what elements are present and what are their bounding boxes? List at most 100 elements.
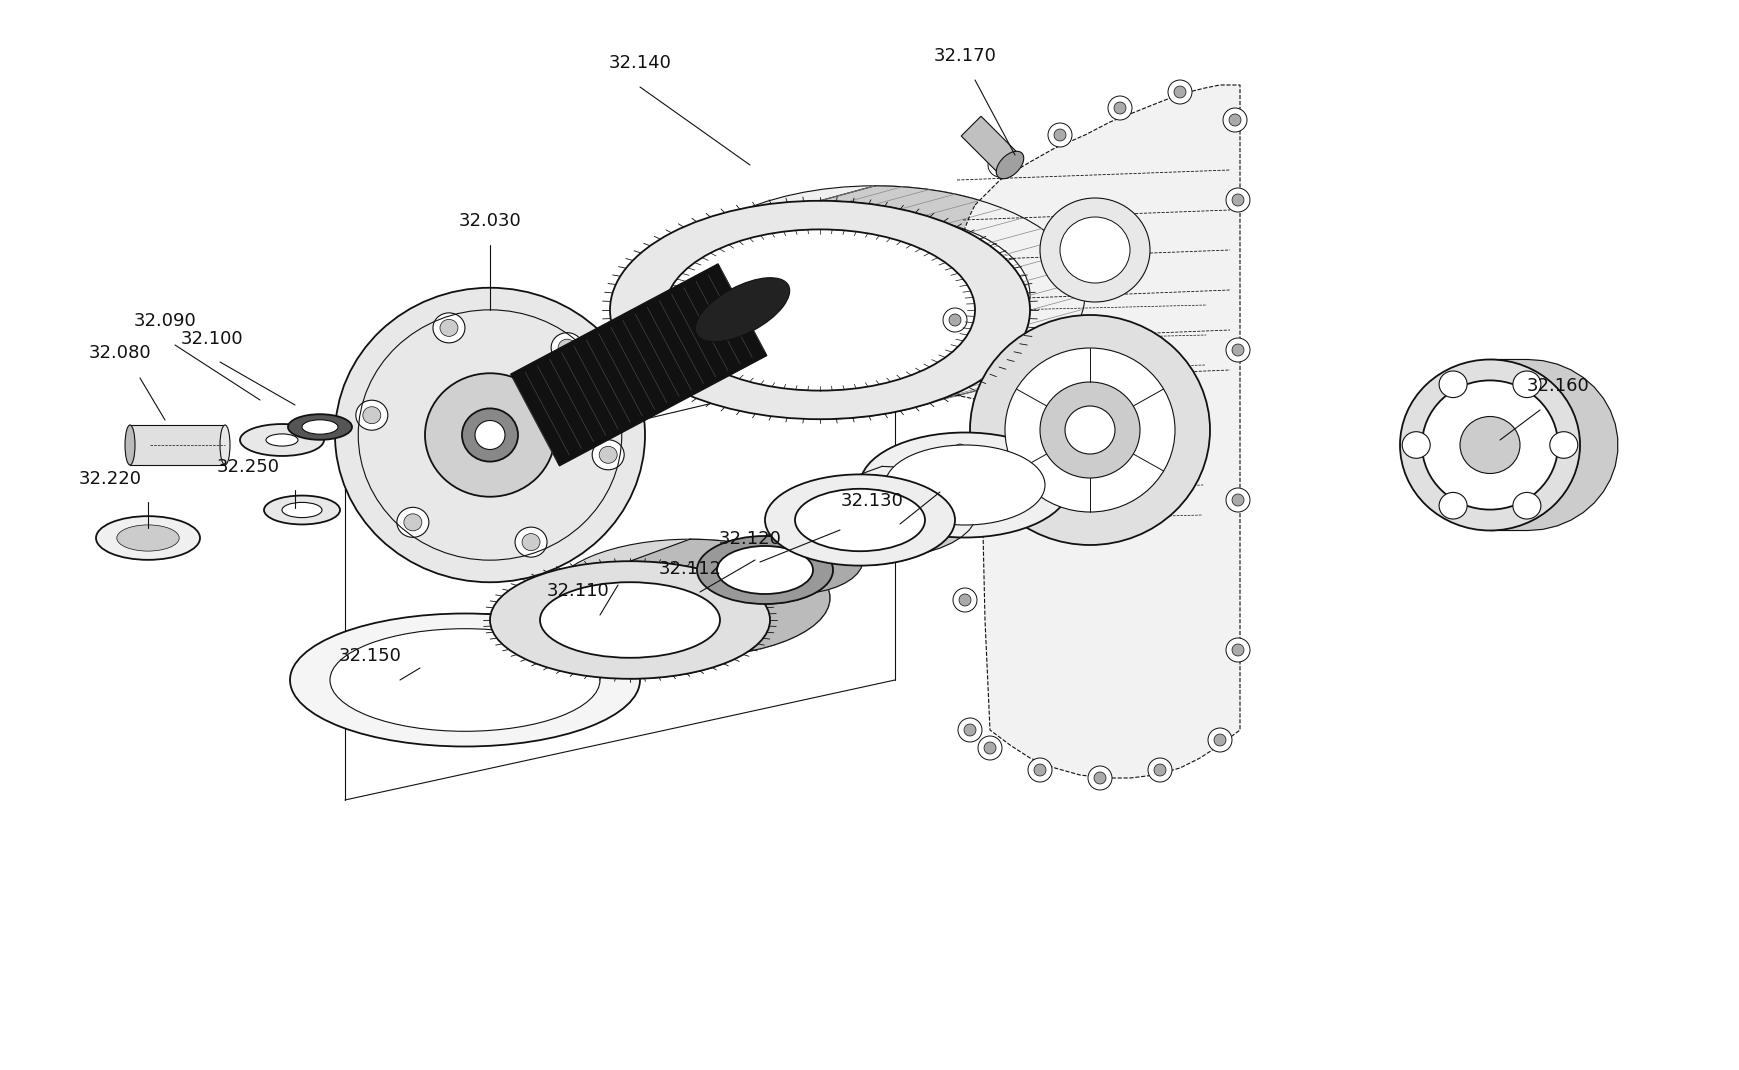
Ellipse shape <box>1033 764 1045 776</box>
Ellipse shape <box>490 561 770 678</box>
Ellipse shape <box>266 434 297 446</box>
Ellipse shape <box>859 432 1069 537</box>
Ellipse shape <box>1226 638 1249 662</box>
Ellipse shape <box>948 438 972 462</box>
Ellipse shape <box>1028 758 1052 782</box>
Text: 32.080: 32.080 <box>89 343 151 362</box>
Text: 32.140: 32.140 <box>609 54 671 72</box>
Ellipse shape <box>550 539 830 657</box>
Ellipse shape <box>953 588 976 612</box>
Text: 32.030: 32.030 <box>459 212 522 230</box>
Ellipse shape <box>1005 348 1174 513</box>
Ellipse shape <box>795 489 925 551</box>
Ellipse shape <box>1511 371 1541 398</box>
Ellipse shape <box>125 425 136 465</box>
Ellipse shape <box>969 315 1209 545</box>
Text: 32.160: 32.160 <box>1525 377 1588 395</box>
Ellipse shape <box>1231 644 1243 656</box>
Ellipse shape <box>598 446 617 463</box>
Ellipse shape <box>948 314 960 326</box>
Polygon shape <box>765 526 863 603</box>
Ellipse shape <box>1207 728 1231 752</box>
Ellipse shape <box>1223 108 1247 132</box>
Ellipse shape <box>1153 764 1165 776</box>
Ellipse shape <box>1511 492 1541 519</box>
Ellipse shape <box>264 495 339 524</box>
Ellipse shape <box>1064 406 1115 454</box>
Ellipse shape <box>515 528 546 557</box>
Ellipse shape <box>303 419 337 434</box>
Polygon shape <box>130 425 224 465</box>
Ellipse shape <box>282 503 322 518</box>
Text: 32.170: 32.170 <box>934 47 996 65</box>
Ellipse shape <box>958 594 970 606</box>
Ellipse shape <box>1047 123 1071 147</box>
Ellipse shape <box>696 278 790 341</box>
Ellipse shape <box>1400 360 1579 531</box>
Polygon shape <box>819 186 1083 419</box>
Ellipse shape <box>984 742 995 754</box>
Ellipse shape <box>1228 114 1240 126</box>
Ellipse shape <box>664 186 1085 404</box>
Ellipse shape <box>1226 188 1249 212</box>
Ellipse shape <box>440 319 457 336</box>
Ellipse shape <box>522 534 539 551</box>
Ellipse shape <box>988 153 1012 177</box>
Polygon shape <box>1489 360 1617 531</box>
Ellipse shape <box>240 424 323 456</box>
Ellipse shape <box>1438 492 1466 519</box>
Ellipse shape <box>96 516 200 560</box>
Ellipse shape <box>1231 194 1243 207</box>
Ellipse shape <box>433 312 464 342</box>
Ellipse shape <box>1113 102 1125 114</box>
Ellipse shape <box>1549 431 1577 458</box>
Text: 32.110: 32.110 <box>546 582 609 600</box>
Ellipse shape <box>396 507 428 537</box>
Ellipse shape <box>424 373 555 496</box>
Ellipse shape <box>697 536 833 603</box>
Ellipse shape <box>1214 734 1226 746</box>
Ellipse shape <box>591 440 624 470</box>
Ellipse shape <box>610 201 1029 419</box>
Ellipse shape <box>219 425 230 465</box>
Ellipse shape <box>953 444 965 456</box>
Ellipse shape <box>558 339 576 356</box>
Ellipse shape <box>958 718 981 742</box>
Ellipse shape <box>539 582 720 658</box>
Text: 32.250: 32.250 <box>216 458 280 476</box>
Text: 32.112: 32.112 <box>657 560 722 578</box>
Ellipse shape <box>363 407 381 424</box>
Ellipse shape <box>1421 381 1556 509</box>
Text: 32.100: 32.100 <box>181 330 243 348</box>
Text: 32.130: 32.130 <box>840 492 903 510</box>
Ellipse shape <box>336 288 645 582</box>
Ellipse shape <box>1040 382 1139 478</box>
Ellipse shape <box>716 546 812 594</box>
Ellipse shape <box>963 724 976 736</box>
Polygon shape <box>934 85 1240 778</box>
Ellipse shape <box>117 525 179 551</box>
Ellipse shape <box>475 421 504 449</box>
Text: 32.150: 32.150 <box>339 647 402 664</box>
Ellipse shape <box>1094 771 1106 784</box>
Ellipse shape <box>996 151 1023 179</box>
Ellipse shape <box>1174 86 1186 98</box>
Ellipse shape <box>1402 431 1429 458</box>
Ellipse shape <box>1040 198 1149 302</box>
Ellipse shape <box>290 613 640 747</box>
Ellipse shape <box>330 629 600 731</box>
Ellipse shape <box>765 474 955 566</box>
Ellipse shape <box>1226 488 1249 513</box>
Ellipse shape <box>403 514 421 531</box>
Ellipse shape <box>1148 758 1172 782</box>
Ellipse shape <box>1087 766 1111 790</box>
Ellipse shape <box>993 159 1005 171</box>
Polygon shape <box>510 264 767 465</box>
Polygon shape <box>630 539 830 678</box>
Ellipse shape <box>1438 371 1466 398</box>
Polygon shape <box>960 117 1019 174</box>
Ellipse shape <box>1459 416 1520 474</box>
Text: 32.220: 32.220 <box>78 470 141 488</box>
Ellipse shape <box>600 561 779 636</box>
Ellipse shape <box>885 445 1045 525</box>
